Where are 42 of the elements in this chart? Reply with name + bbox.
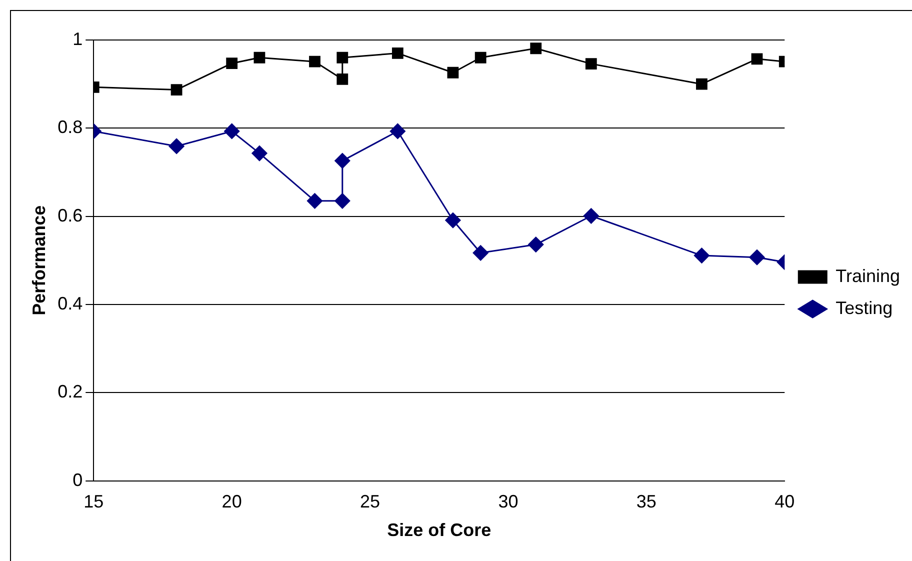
point — [694, 248, 710, 264]
x-tick-label: 25 — [360, 492, 380, 512]
point — [224, 123, 240, 139]
y-tick-label: 0.2 — [58, 382, 83, 402]
point — [530, 42, 542, 54]
point — [392, 48, 404, 59]
x-tick-label: 15 — [84, 492, 104, 512]
point — [528, 236, 544, 252]
point — [252, 146, 268, 162]
y-axis-title: Performance — [28, 205, 49, 316]
y-tick-label: 0.8 — [58, 117, 83, 138]
point — [168, 138, 184, 154]
x-tick-label: 30 — [498, 492, 518, 512]
point — [445, 212, 461, 228]
point — [749, 250, 765, 266]
x-axis-title: Size of Core — [387, 520, 492, 540]
y-tick-label: 0.6 — [58, 205, 83, 226]
point — [390, 123, 406, 139]
y-tick-label: 1 — [72, 28, 83, 49]
point — [751, 53, 763, 65]
point — [336, 52, 348, 64]
point — [254, 52, 266, 64]
legend-label: Training — [836, 266, 900, 286]
point — [226, 58, 238, 70]
point — [309, 56, 320, 68]
legend-label: Testing — [836, 298, 893, 318]
y-tick-label: 0.4 — [58, 293, 83, 314]
point — [583, 208, 599, 224]
x-tick-label: 20 — [222, 492, 242, 512]
point — [696, 78, 708, 90]
x-tick-label: 40 — [774, 492, 795, 512]
point — [474, 52, 486, 64]
point — [585, 58, 597, 70]
point — [307, 193, 322, 209]
point — [170, 84, 182, 96]
point — [336, 74, 348, 85]
y-tick-label: 0 — [72, 470, 83, 490]
point — [334, 193, 350, 209]
point — [334, 153, 350, 169]
point — [447, 66, 459, 78]
point — [472, 245, 488, 261]
x-tick-label: 35 — [636, 492, 656, 512]
